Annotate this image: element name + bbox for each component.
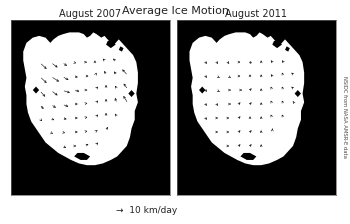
Polygon shape <box>106 39 116 48</box>
Polygon shape <box>295 90 301 97</box>
Polygon shape <box>119 46 124 52</box>
Polygon shape <box>272 39 282 48</box>
Polygon shape <box>285 46 290 52</box>
Polygon shape <box>23 32 138 165</box>
Polygon shape <box>74 153 90 160</box>
Title: August 2007: August 2007 <box>59 9 121 19</box>
Polygon shape <box>240 153 256 160</box>
Polygon shape <box>189 32 304 165</box>
Title: August 2011: August 2011 <box>225 9 287 19</box>
Polygon shape <box>199 86 205 94</box>
Polygon shape <box>33 86 39 94</box>
Text: Average Ice Motion: Average Ice Motion <box>121 6 229 16</box>
Polygon shape <box>128 90 135 97</box>
Text: →  10 km/day: → 10 km/day <box>116 206 177 215</box>
Text: NSIDC from NASA AMSR-E data: NSIDC from NASA AMSR-E data <box>342 75 347 157</box>
